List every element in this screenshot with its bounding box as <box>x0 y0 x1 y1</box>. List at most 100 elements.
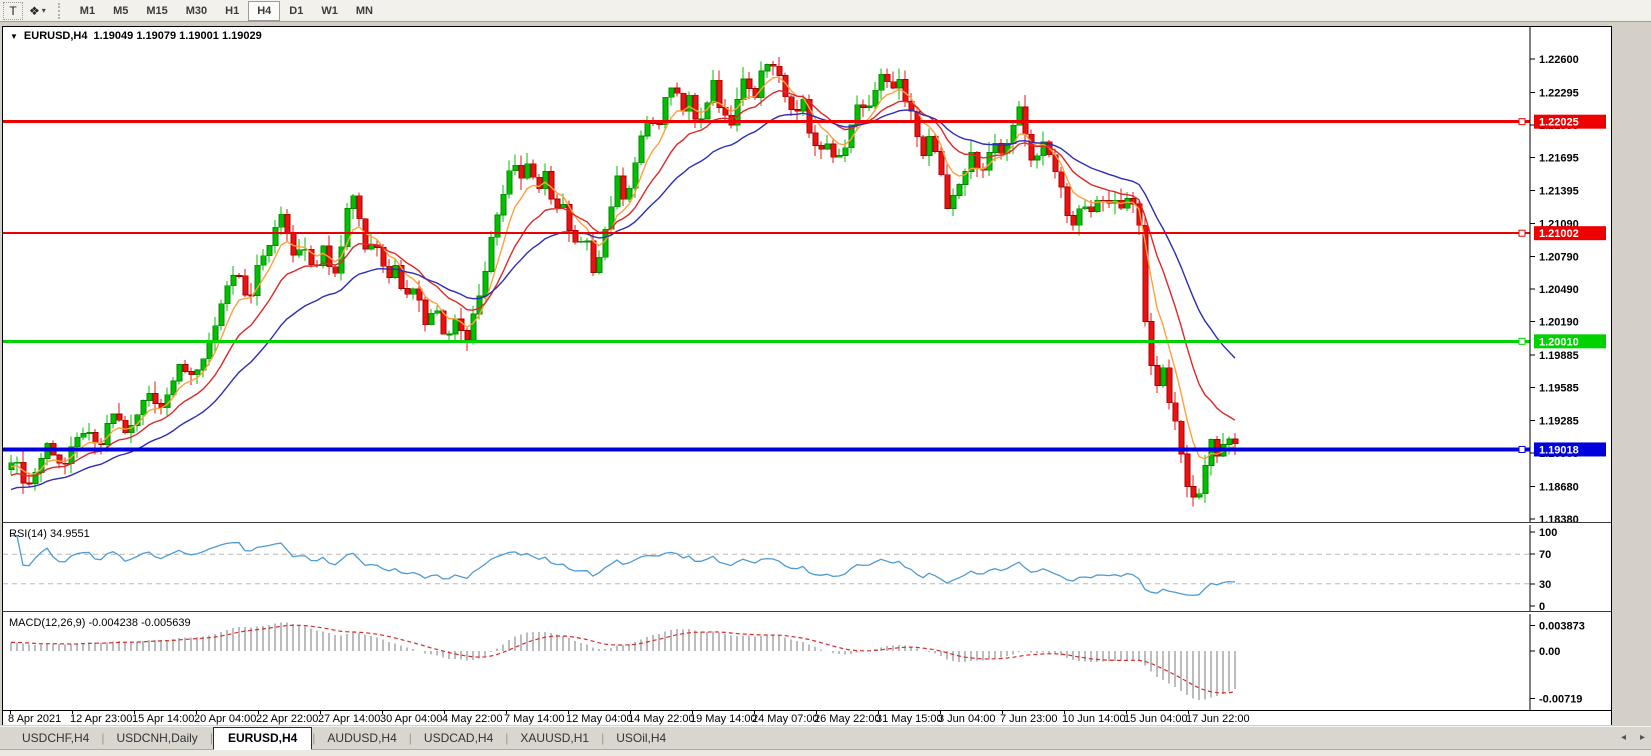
price-axis-label: 1.21695 <box>1539 153 1579 165</box>
rsi-line <box>11 535 1236 597</box>
time-tick <box>1188 710 1189 714</box>
bull-candle <box>710 79 717 104</box>
time-axis-label: 7 Jun 23:00 <box>1000 713 1058 725</box>
bull-candle <box>824 143 831 150</box>
tab-usoil-h4[interactable]: USOil,H4 <box>616 731 667 745</box>
bull-candle <box>626 187 633 200</box>
timeframe-button-h4[interactable]: H4 <box>248 0 281 21</box>
bull-candle <box>950 195 957 209</box>
bull-candle <box>206 340 213 360</box>
time-axis-label: 31 May 15:00 <box>876 713 943 725</box>
dropdown-triangle-icon[interactable]: ▼ <box>10 31 18 41</box>
bear-candle <box>236 275 243 277</box>
bull-candle <box>446 333 453 336</box>
bull-candle <box>140 400 147 416</box>
bear-candle <box>1142 224 1149 322</box>
price-axis-label: 1.19285 <box>1539 415 1579 427</box>
objects-tool-icon: ❖ <box>29 3 40 18</box>
timeframe-button-m15[interactable]: M15 <box>146 4 168 17</box>
time-tick <box>506 710 507 714</box>
tab-scroll-left-button[interactable]: ◂ <box>1620 732 1626 743</box>
bear-candle <box>122 419 129 434</box>
ohlc-values: 1.19049 1.19079 1.19001 1.19029 <box>93 30 262 42</box>
time-axis-label: 15 Apr 14:00 <box>132 713 195 725</box>
bear-candle <box>1190 486 1197 498</box>
time-axis-label: 10 Jun 14:00 <box>1062 713 1126 725</box>
bear-candle <box>554 198 561 209</box>
bull-candle <box>146 393 153 401</box>
bear-candle <box>386 265 393 278</box>
bull-candle <box>662 96 669 125</box>
bull-candle <box>260 255 267 266</box>
hline-handle[interactable] <box>1518 229 1526 237</box>
price-badge-label: 1.21002 <box>1539 228 1579 240</box>
bear-candle <box>404 288 411 295</box>
bull-candle <box>194 369 201 376</box>
text-tool-button[interactable]: T <box>3 1 23 20</box>
bull-candle <box>926 136 933 156</box>
tab-separator: | <box>505 731 509 745</box>
timeframe-button-mn[interactable]: MN <box>355 4 373 17</box>
time-axis-label: 4 May 22:00 <box>442 713 503 725</box>
bear-candle <box>674 87 681 94</box>
timeframe-button-m1[interactable]: M1 <box>79 4 96 17</box>
objects-tool-dropdown-button[interactable]: ❖ ▾ <box>25 2 50 20</box>
hline-handle[interactable] <box>1518 118 1526 126</box>
tab-usdcad-h4[interactable]: USDCAD,H4 <box>423 731 494 745</box>
time-tick <box>382 710 383 714</box>
bull-candle <box>638 135 645 164</box>
macd-axis-label: 0.00 <box>1539 646 1560 658</box>
bull-candle <box>344 208 351 248</box>
time-tick <box>134 710 135 714</box>
bear-candle <box>1178 420 1185 455</box>
bull-candle <box>392 265 399 278</box>
bear-candle <box>932 136 939 152</box>
tab-usdchf-h4[interactable]: USDCHF,H4 <box>22 731 90 745</box>
bull-candle <box>1094 199 1101 212</box>
timeframe-button-d1[interactable]: D1 <box>289 4 304 17</box>
bear-candle <box>770 64 777 67</box>
bull-candle <box>584 240 591 243</box>
bull-candle <box>668 87 675 98</box>
price-axis-label: 1.18680 <box>1539 481 1579 493</box>
hline-handle[interactable] <box>1518 337 1526 345</box>
bear-candle <box>716 79 723 108</box>
bear-candle <box>1070 215 1077 226</box>
price-badge-label: 1.20010 <box>1539 336 1579 348</box>
bear-candle <box>182 364 189 372</box>
bear-candle <box>998 143 1005 154</box>
bear-candle <box>590 240 597 273</box>
macd-pane[interactable]: 0.003873 0.00 -0.00719 <box>3 614 1611 710</box>
timeframe-button-h1[interactable]: H1 <box>225 4 240 17</box>
tab-xauusd-h1[interactable]: XAUUSD,H1 <box>520 731 590 745</box>
tab-usdcnh-daily[interactable]: USDCNH,Daily <box>116 731 198 745</box>
bear-candle <box>860 104 867 108</box>
chart-symbol-header: ▼ EURUSD,H4 1.19049 1.19079 1.19001 1.19… <box>10 30 262 42</box>
time-tick <box>72 710 73 714</box>
hline-handle[interactable] <box>1518 445 1526 453</box>
price-badge-1.21002 <box>1534 226 1606 241</box>
bear-candle <box>422 299 429 326</box>
macd-axis-label: 0.003873 <box>1539 621 1585 633</box>
chart-window: ▼ EURUSD,H4 1.19049 1.19079 1.19001 1.19… <box>2 26 1612 725</box>
tab-audusd-h4[interactable]: AUDUSD,H4 <box>327 731 397 745</box>
tab-separator: | <box>101 731 105 745</box>
bull-candle <box>644 121 651 137</box>
bear-candle <box>884 73 891 83</box>
time-axis-label: 22 Apr 22:00 <box>256 713 319 725</box>
bear-candle <box>656 123 663 125</box>
bull-candle <box>272 226 279 246</box>
timeframe-button-m30[interactable]: M30 <box>185 4 208 17</box>
bear-candle <box>530 163 537 178</box>
bear-candle <box>890 81 897 89</box>
bull-candle <box>1034 155 1041 161</box>
bear-candle <box>830 143 837 158</box>
price-badge-1.19018 <box>1534 442 1606 457</box>
main-price-pane[interactable]: 1.226001.222951.219951.216951.213951.210… <box>3 27 1611 522</box>
tab-eurusd-h4[interactable]: EURUSD,H4 <box>212 727 313 750</box>
rsi-pane[interactable]: 100 70 30 0 <box>3 525 1611 611</box>
bull-candle <box>992 143 999 153</box>
timeframe-button-m5[interactable]: M5 <box>113 4 129 17</box>
timeframe-button-w1[interactable]: W1 <box>321 4 338 17</box>
tab-scroll-right-button[interactable]: ▸ <box>1639 732 1645 743</box>
